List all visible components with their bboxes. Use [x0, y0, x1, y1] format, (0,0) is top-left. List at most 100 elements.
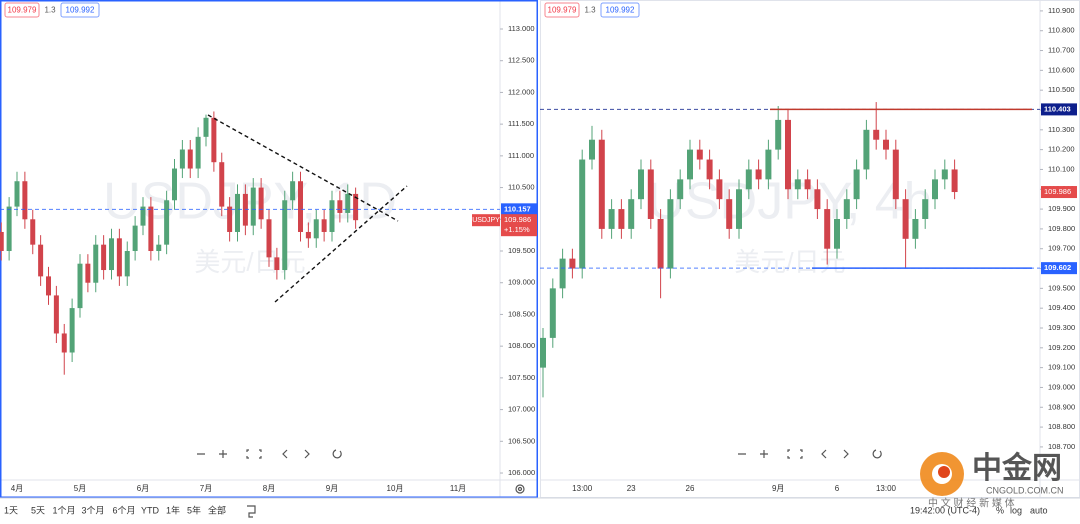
x-tick-label: 7月 [200, 484, 212, 493]
range-button[interactable]: YTD [141, 505, 160, 515]
candle-body [6, 206, 12, 252]
range-button[interactable]: 5天 [31, 505, 45, 515]
candle-body [140, 206, 146, 226]
y-tick-label: 109.200 [1048, 343, 1075, 352]
logo-slogan: 中 文 财 经 新 媒 体 [928, 497, 1015, 510]
candle-body [765, 149, 772, 180]
range-button[interactable]: 1个月 [52, 505, 75, 515]
option[interactable]: auto [1030, 505, 1048, 515]
candle-body [824, 209, 831, 249]
y-tick-label: 109.700 [1048, 244, 1075, 253]
range-button[interactable]: 1年 [166, 504, 180, 515]
price-tag-label: 110.157 [504, 204, 531, 213]
header-box [600, 2, 640, 18]
y-tick-label: 106.000 [508, 468, 535, 477]
range-button[interactable]: 5年 [187, 504, 201, 515]
last-price-label: 109.986 [504, 215, 531, 224]
y-tick-label: 109.800 [1048, 224, 1075, 233]
candle-body [863, 129, 870, 170]
option[interactable]: % [996, 505, 1004, 515]
logo-name: 中金网 [972, 451, 1062, 485]
logo-domain: CNGOLD.COM.CN [986, 485, 1064, 495]
option[interactable]: log [1010, 505, 1022, 515]
candle-body [843, 199, 850, 219]
candle-body [755, 169, 762, 180]
candle-body [258, 187, 264, 220]
candle-body [696, 149, 703, 160]
candle-body [69, 308, 75, 353]
range-button[interactable]: 全部 [208, 504, 226, 515]
candle-body [559, 258, 566, 289]
candle-body [250, 187, 256, 226]
candle-body [814, 189, 821, 210]
zoom-controls[interactable] [197, 449, 882, 459]
y-tick-label: 106.500 [508, 436, 535, 445]
candle-body [93, 244, 99, 283]
x-tick-label: 13:00 [572, 484, 593, 493]
y-tick-label: 113.000 [508, 24, 535, 33]
header-box [544, 2, 580, 18]
y-tick-label: 109.500 [1048, 283, 1075, 292]
price-tag-label: 110.403 [1044, 104, 1071, 113]
candle-body [85, 263, 91, 283]
y-tick-label: 108.000 [508, 341, 535, 350]
candle-body [589, 139, 595, 160]
candle-body [618, 209, 625, 229]
price-tag [1041, 262, 1077, 275]
candle-body [203, 117, 209, 137]
y-tick-label: 107.500 [508, 373, 535, 382]
candle-body [883, 139, 889, 150]
y-tick-label: 110.100 [1048, 164, 1075, 173]
candle-body [124, 251, 130, 277]
y-tick-label: 109.400 [1048, 303, 1075, 312]
candle-body [912, 218, 919, 239]
last-price-tag [1041, 186, 1077, 199]
range-button[interactable]: 1天 [4, 505, 18, 515]
candle-body [579, 159, 586, 269]
candle-body [290, 181, 296, 201]
candle-body [195, 136, 201, 169]
candle-body [540, 337, 546, 368]
x-tick-label: 5月 [74, 484, 86, 493]
candle-body [677, 179, 684, 200]
y-tick-label: 110.800 [1048, 26, 1075, 35]
y-tick-label: 112.500 [508, 56, 535, 65]
candle-body [109, 238, 114, 271]
candle-body [266, 219, 272, 258]
candle-body [321, 219, 327, 232]
candle-body [638, 169, 644, 200]
candle-body [922, 199, 929, 219]
candle-body [14, 181, 20, 207]
candle-body [101, 244, 107, 271]
candle-body [274, 257, 280, 271]
x-tick-label: 4月 [11, 484, 23, 493]
y-tick-label: 110.300 [1048, 125, 1075, 134]
candle-body [282, 200, 288, 271]
candle-body [706, 159, 713, 180]
y-tick-label: 110.900 [1048, 6, 1075, 15]
candle-body [726, 199, 733, 229]
x-tick-label: 6月 [137, 484, 149, 493]
price-tag [1041, 103, 1077, 116]
x-tick-label: 6 [835, 484, 840, 493]
range-button[interactable]: 6个月 [112, 505, 135, 515]
range-button[interactable]: 3个月 [81, 505, 104, 515]
candle-body [598, 139, 605, 229]
candle-body [30, 219, 36, 245]
candle-body [164, 200, 170, 245]
candle-body [785, 119, 791, 190]
candle-body [736, 189, 742, 229]
candle-body [794, 179, 801, 190]
y-tick-label: 110.200 [1048, 145, 1075, 154]
y-tick-label: 109.300 [1048, 323, 1075, 332]
candle-body [902, 199, 909, 239]
candle-body [235, 193, 240, 232]
candle-body [77, 263, 83, 309]
y-tick-label: 110.600 [1048, 65, 1075, 74]
compare-icon[interactable] [247, 505, 256, 518]
settings-icon[interactable] [515, 484, 525, 494]
header-box [4, 2, 40, 18]
y-tick-label: 108.900 [1048, 402, 1075, 411]
candle-body [873, 129, 880, 140]
candle-body [941, 169, 948, 180]
